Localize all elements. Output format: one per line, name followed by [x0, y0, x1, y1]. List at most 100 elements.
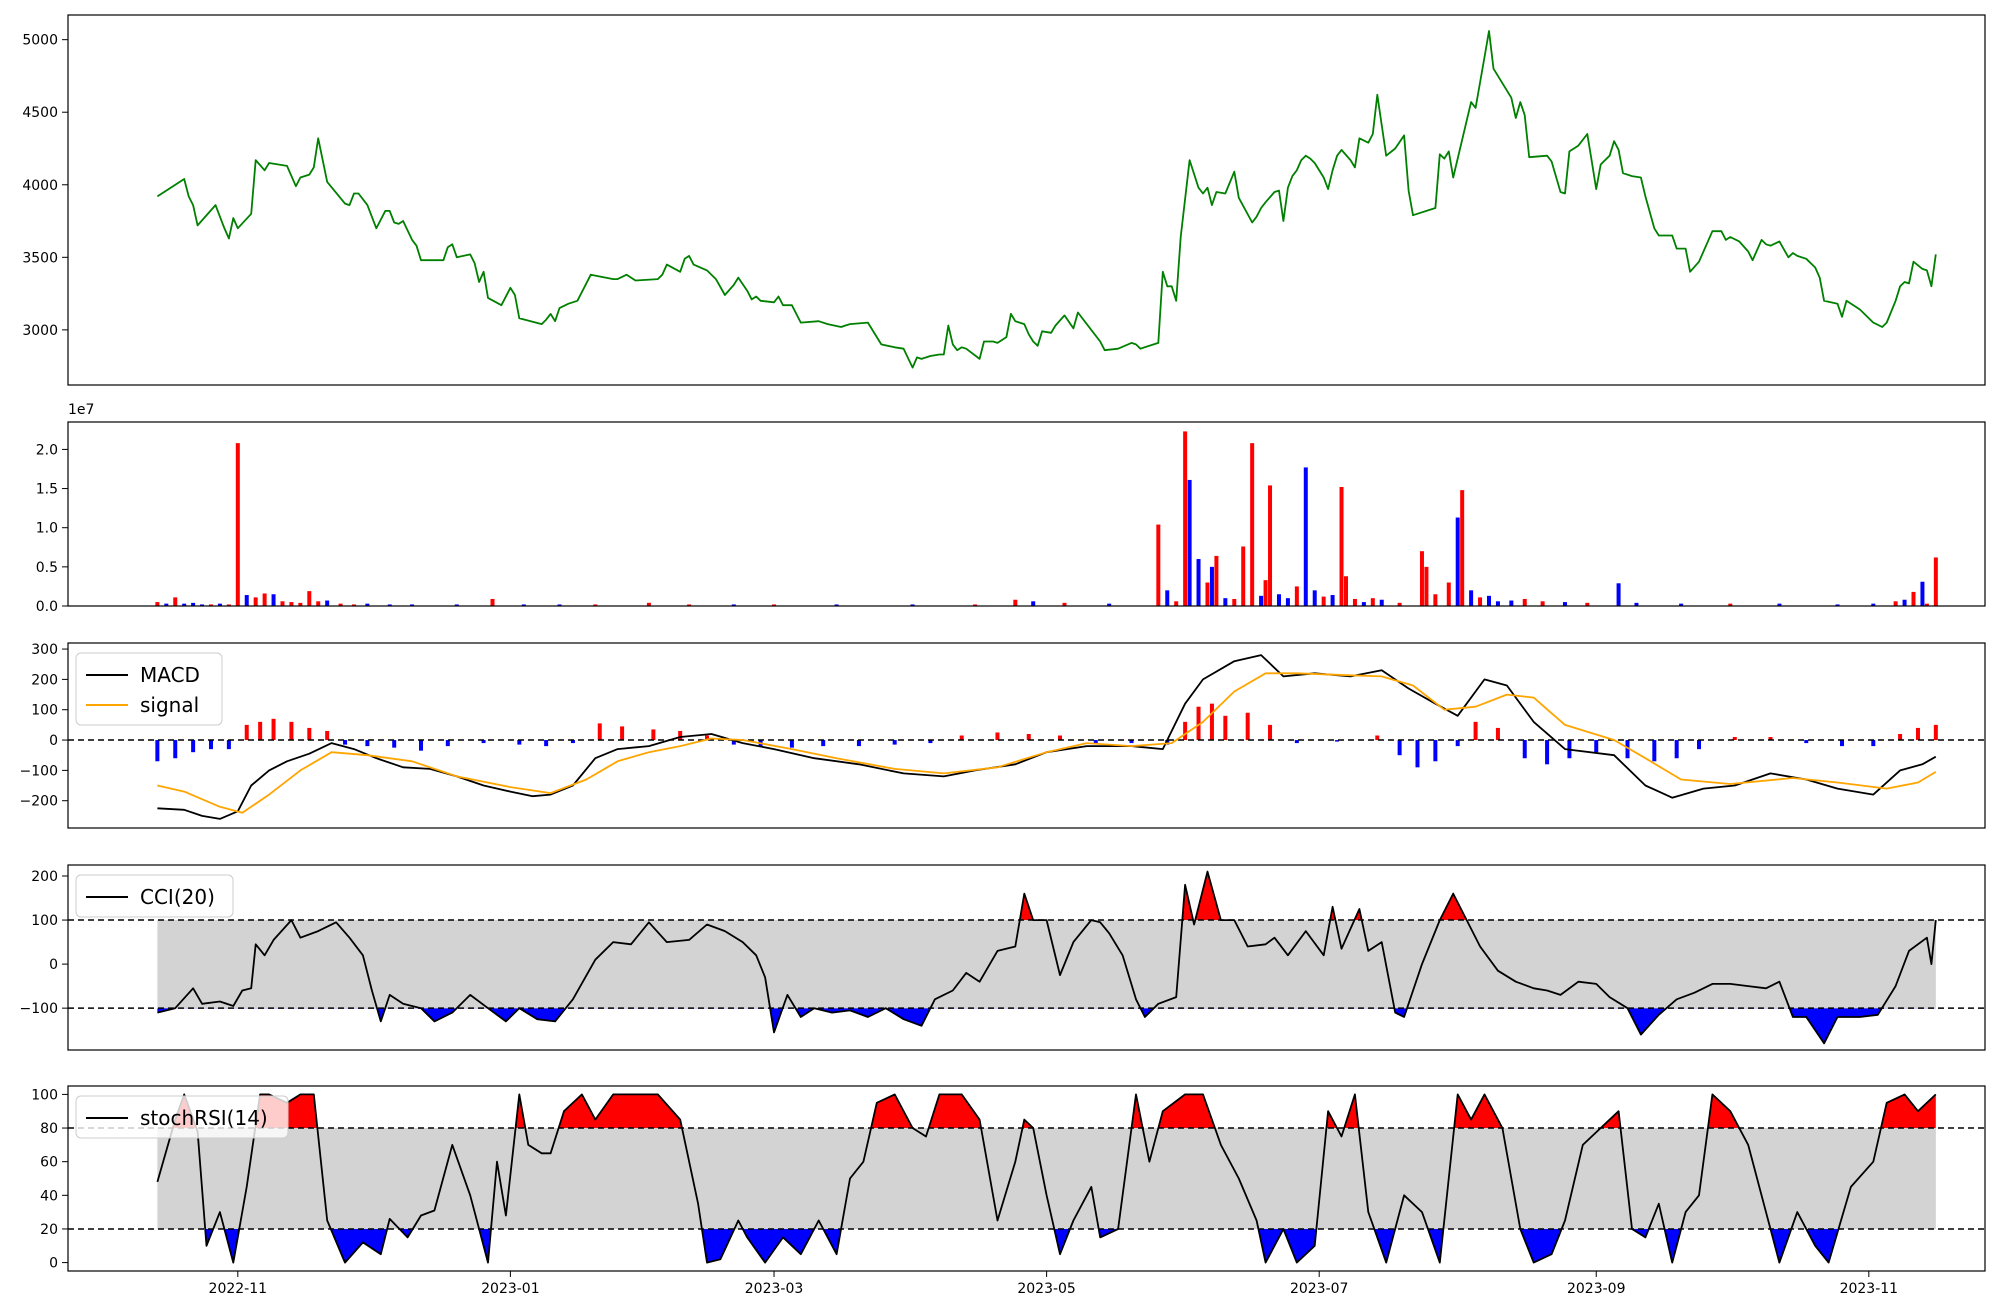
volume-bar	[1250, 443, 1255, 606]
stochrsi-overbought-fill	[157, 1094, 1936, 1129]
macd-histogram-bar	[1697, 740, 1702, 750]
macd-histogram-bar	[1674, 740, 1679, 759]
macd-y-tick-label: 0	[49, 733, 58, 749]
macd-histogram-bar	[1768, 737, 1773, 741]
macd-histogram-bar	[271, 718, 276, 741]
macd-histogram-bar	[597, 723, 602, 741]
macd-histogram-bar	[1268, 724, 1273, 741]
macd-histogram-bar	[856, 740, 861, 747]
volume-bar	[410, 604, 415, 606]
volume-bar	[226, 604, 231, 606]
macd-histogram-bar	[1433, 740, 1438, 762]
shared-x-axis: 2022-11 2023-01 2023-03 2023-05 2023-07 2023-…	[209, 1271, 1898, 1297]
price-y-tick-label: 4500	[22, 105, 58, 121]
volume-y-tick-label: 2.0	[36, 442, 58, 458]
volume-bar	[1509, 600, 1514, 606]
price-line	[156, 30, 1937, 369]
macd-y-tick-label: 300	[31, 642, 58, 658]
volume-bar	[1924, 603, 1929, 606]
panel-macd: −200 −100 0 100 200 300 MACD signal	[20, 642, 1986, 829]
macd-plot-area	[68, 654, 1985, 820]
macd-histogram-bar	[1183, 721, 1188, 741]
stochrsi-legend-label: stochRSI(14)	[140, 1106, 268, 1130]
macd-histogram-bar	[544, 740, 549, 747]
volume-bar	[182, 603, 187, 606]
volume-bar	[1276, 594, 1281, 606]
macd-histogram-bar	[1397, 740, 1402, 756]
volume-bar	[521, 604, 526, 606]
volume-bar	[1205, 582, 1210, 606]
macd-histogram-bar	[258, 721, 263, 741]
volume-bar	[1259, 595, 1264, 606]
macd-y-tick-label: 100	[31, 703, 58, 719]
volume-bar	[1478, 597, 1483, 606]
macd-histogram-bar	[1455, 740, 1460, 747]
macd-legend-label: signal	[140, 693, 199, 717]
volume-bar	[1679, 603, 1684, 606]
volume-bar	[164, 603, 169, 606]
volume-bar	[1634, 602, 1639, 606]
macd-histogram-bar	[789, 740, 794, 748]
volume-bar	[191, 602, 196, 606]
volume-bar	[1013, 599, 1018, 606]
volume-bar	[772, 604, 777, 606]
volume-bar	[262, 593, 267, 606]
volume-bar	[1540, 601, 1545, 606]
volume-bar	[365, 603, 370, 606]
cci-frame	[67, 864, 1986, 1051]
volume-bar	[1370, 598, 1375, 606]
volume-bar	[1214, 555, 1219, 606]
cci-legend-label: CCI(20)	[140, 885, 215, 909]
volume-bar	[1339, 486, 1344, 606]
volume-bar	[1419, 551, 1424, 606]
volume-bar	[298, 602, 303, 606]
macd-histogram-bar	[1625, 740, 1630, 759]
macd-histogram-bar	[419, 740, 424, 751]
macd-y-tick-label: 200	[31, 672, 58, 688]
macd-histogram-bar	[1093, 740, 1098, 744]
macd-histogram-bar	[365, 740, 370, 747]
macd-histogram-bar	[928, 740, 933, 744]
stochrsi-y-tick-label: 0	[49, 1256, 58, 1272]
volume-bar	[280, 601, 285, 606]
macd-histogram-bar	[620, 726, 625, 741]
volume-bar	[325, 600, 330, 606]
cci-y-tick-label: 200	[31, 869, 58, 885]
stochrsi-plot-area	[68, 1093, 1985, 1264]
volume-bar	[1424, 566, 1429, 606]
volume-offset-text: 1e7	[68, 402, 94, 418]
volume-bar	[1379, 599, 1384, 606]
volume-bar	[1183, 431, 1188, 606]
macd-histogram-bar	[1245, 712, 1250, 741]
volume-plot-area	[155, 431, 1938, 606]
volume-bar	[1344, 576, 1348, 606]
macd-histogram-bar	[1415, 740, 1420, 768]
cci-y-tick-label: −100	[20, 1001, 58, 1017]
macd-histogram-bar	[678, 730, 683, 741]
volume-bar	[316, 601, 321, 606]
volume-bar	[1495, 601, 1500, 606]
volume-y-tick-label: 0.5	[36, 560, 58, 576]
volume-bar	[1031, 601, 1036, 606]
stochrsi-y-tick-label: 60	[40, 1155, 58, 1171]
volume-bar	[173, 597, 178, 606]
volume-bar	[1241, 546, 1246, 606]
macd-histogram-bar	[1545, 740, 1550, 765]
macd-histogram-bar	[1522, 740, 1527, 759]
macd-y-tick-label: −200	[20, 794, 58, 810]
volume-bar	[1174, 601, 1179, 606]
x-tick-label: 2023-05	[1017, 1281, 1076, 1297]
stochrsi-band-fill	[157, 1128, 1936, 1229]
volume-bar	[208, 604, 213, 606]
macd-histogram-bar	[1294, 740, 1299, 744]
panel-price: 3000 3500 4000 4500 5000	[22, 14, 1986, 386]
macd-histogram-bar	[1196, 706, 1201, 741]
volume-bar	[490, 598, 495, 606]
cci-legend	[75, 874, 234, 918]
macd-histogram-bar	[821, 740, 826, 747]
volume-bar	[557, 604, 562, 606]
macd-histogram-bar	[289, 721, 294, 741]
macd-histogram-bar	[343, 740, 348, 745]
volume-bar	[1062, 602, 1067, 606]
cci-plot-area	[68, 870, 1985, 1045]
